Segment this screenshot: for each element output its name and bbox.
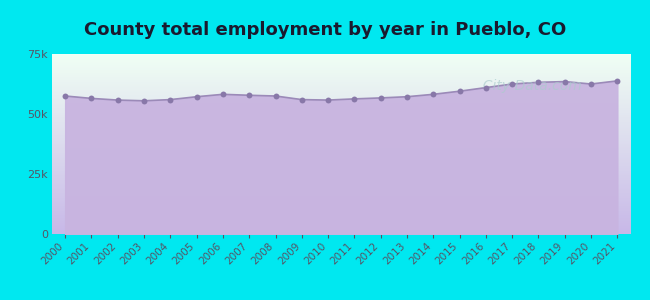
Point <box>481 85 491 90</box>
Point <box>86 96 97 101</box>
Text: County total employment by year in Pueblo, CO: County total employment by year in Puebl… <box>84 21 566 39</box>
Point <box>612 79 623 83</box>
Point <box>402 94 412 99</box>
Point <box>112 98 123 103</box>
Point <box>349 97 359 101</box>
Point <box>270 94 281 98</box>
Point <box>191 94 202 99</box>
Point <box>139 98 150 103</box>
Text: City-Data.com: City-Data.com <box>474 80 582 93</box>
Point <box>586 82 596 86</box>
Point <box>218 92 228 97</box>
Point <box>165 97 176 102</box>
Point <box>323 98 333 103</box>
Point <box>60 94 70 98</box>
Point <box>507 82 517 86</box>
Point <box>296 97 307 102</box>
Point <box>560 79 570 84</box>
Point <box>376 95 386 100</box>
Point <box>428 92 439 97</box>
Point <box>533 80 543 85</box>
Point <box>244 93 254 98</box>
Point <box>454 89 465 94</box>
